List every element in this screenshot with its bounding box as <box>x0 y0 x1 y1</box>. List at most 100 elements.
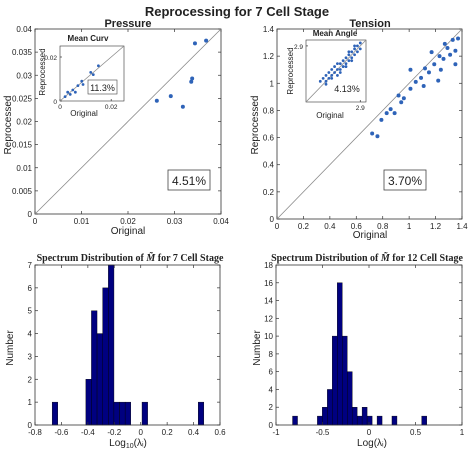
pressure-ytick-label: 0.03 <box>16 71 32 80</box>
tension-inset-point <box>344 65 348 68</box>
tension-inset-point <box>327 76 331 80</box>
spectrum7-title-suffix: for 7 Cell Stage <box>155 253 224 264</box>
spectrum12-bar <box>292 415 298 426</box>
spectrum7-bar <box>96 333 103 426</box>
spectrum7-ytick-label: 0 <box>28 421 33 430</box>
spectrum12-ytick-label: 2 <box>269 403 274 412</box>
pressure-inset-point <box>91 73 95 76</box>
tension-xlabel: Original <box>353 230 387 241</box>
spectrum7-title-prefix: Spectrum Distribution of <box>37 253 147 264</box>
spectrum7-bar <box>119 401 126 426</box>
tension-inset-point <box>358 41 362 45</box>
tension-inset-annotation: 4.13% <box>334 84 360 94</box>
tension-ytick-label: 1.2 <box>263 52 275 61</box>
pressure-inset-point <box>66 90 70 94</box>
spectrum12-ytick-label: 10 <box>264 332 273 341</box>
spectrum7-xlabel: Log10(λᵢ) <box>109 438 147 450</box>
pressure-xtick-label: 0.02 <box>120 217 136 226</box>
spectrum12-bar <box>317 415 323 426</box>
spectrum12-bar <box>337 282 343 426</box>
pressure-ytick-label: 0.005 <box>12 187 33 196</box>
pressure-inset-identity-line <box>59 45 125 102</box>
spectrum7-xtick-label: 0 <box>138 428 143 437</box>
pressure-ytick-label: 0.02 <box>16 118 32 127</box>
tension-inset-point <box>350 50 354 54</box>
spectrum12-xlabel: Log(λᵢ) <box>357 438 387 449</box>
tension-point <box>408 67 413 72</box>
tension-xtick-label: 0.6 <box>351 222 363 231</box>
tension-point <box>445 46 450 50</box>
tension-inset-point <box>324 82 328 86</box>
tension-inset-xtick-label: 2.9 <box>356 105 365 112</box>
pressure-xlabel: Original <box>111 226 145 237</box>
tension-point <box>421 84 426 88</box>
pressure-inset-annotation-box <box>87 79 118 95</box>
spectrum7-ylabel: Number <box>5 330 16 366</box>
pressure-inset-point <box>97 64 100 68</box>
spectrum12-xtick-label: -0.5 <box>316 428 330 437</box>
spectrum7-bar <box>124 401 131 426</box>
spectrum7-ytick-label: 4 <box>28 330 33 339</box>
tension-inset-point <box>353 53 356 57</box>
tension-inset-title: Mean Angle <box>313 29 358 38</box>
tension-ytick-label: 0 <box>270 215 275 224</box>
tension-inset-point <box>338 62 342 66</box>
spectrum7-xtick-label: 0.4 <box>188 428 200 437</box>
spectrum7-xtick-label: -0.2 <box>107 428 121 437</box>
spectrum7-xtick-label: 0.2 <box>162 428 174 437</box>
pressure-inset-axes: 0 0.02 0 0.02 <box>44 45 125 111</box>
spectrum12-bar <box>376 415 383 426</box>
spectrum12-bar <box>351 407 358 426</box>
spectrum7-xtick-label: 0.6 <box>214 428 226 437</box>
tension-xtick-label: 0.2 <box>298 222 310 231</box>
tension-inset-point <box>330 76 334 80</box>
tension-point <box>423 66 427 71</box>
pressure-point <box>168 94 173 99</box>
tension-point <box>426 70 431 75</box>
chart-pressure: Pressure Original Reprocessed 0 0.01 0.02 0… <box>3 18 229 237</box>
spectrum12-bar <box>361 407 368 426</box>
spectrum12-bar <box>327 389 333 426</box>
pressure-ytick-label: 0.01 <box>16 164 32 173</box>
tension-annotation-box <box>383 169 427 191</box>
tension-inset-point <box>333 71 336 74</box>
figure-title: Reprocessing for 7 Cell Stage <box>145 4 329 19</box>
tension-point <box>450 37 455 42</box>
tension-inset-point <box>344 56 348 60</box>
tension-point <box>388 107 393 112</box>
tension-xtick-label: 0.8 <box>377 222 389 231</box>
spectrum12-ytick-label: 6 <box>269 368 274 377</box>
pressure-inset-point <box>63 95 67 98</box>
spectrum7-bar <box>141 401 148 426</box>
pressure-title: Pressure <box>104 18 151 30</box>
tension-inset-point <box>336 74 339 77</box>
tension-inset-point <box>350 59 354 63</box>
spectrum12-title-prefix: Spectrum Distribution of <box>271 253 381 264</box>
pressure-point <box>204 38 209 43</box>
spectrum12-xlabel-arg: (λᵢ) <box>374 438 387 449</box>
tension-inset-ytick-label: 2.9 <box>294 44 303 51</box>
pressure-xtick-label: 0.04 <box>213 217 229 226</box>
tension-point <box>436 78 441 83</box>
spectrum12-title-symbol: M̃ <box>380 251 391 264</box>
spectrum12-ytick-label: 8 <box>269 350 274 359</box>
pressure-inset-ytick-label: 0.02 <box>44 55 57 62</box>
pressure-inset-xtick-label: 0 <box>58 104 62 111</box>
spectrum7-bar <box>197 401 205 426</box>
spectrum12-bar <box>391 415 398 426</box>
chart-spectrum-12: Spectrum Distribution of M̃ for 12 Cell … <box>252 251 465 449</box>
tension-xtick-label: 0 <box>275 222 280 231</box>
tension-point <box>370 131 375 136</box>
pressure-xtick-label: 0 <box>33 217 38 226</box>
tension-annotation: 3.70% <box>388 174 422 188</box>
tension-point <box>432 62 437 67</box>
spectrum12-title: Spectrum Distribution of M̃ for 12 Cell … <box>271 251 463 264</box>
spectrum7-xtick-label: -0.6 <box>55 428 69 437</box>
tension-inset-point <box>353 44 356 48</box>
spectrum12-ylabel: Number <box>252 330 263 366</box>
tension-ytick-label: 1.4 <box>263 25 275 34</box>
spectrum7-ytick-label: 7 <box>28 261 33 270</box>
tension-inset-point <box>347 59 351 63</box>
tension-point <box>453 48 458 53</box>
